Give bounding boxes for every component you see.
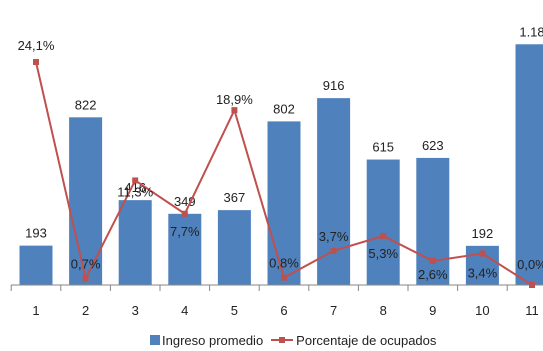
line-point-6 — [281, 274, 287, 281]
bar-series-ingreso-promedio — [19, 44, 543, 285]
line-point-2 — [82, 275, 89, 282]
line-point-9 — [429, 257, 436, 264]
legend-label-porcentaje-de-ocupados: Porcentaje de ocupados — [296, 332, 437, 348]
bar-1 — [19, 245, 53, 285]
legend-swatch-line — [271, 335, 294, 345]
legend-item-porcentaje-de-ocupados: Porcentaje de ocupados — [271, 333, 436, 348]
line-label-3: 11,3% — [117, 184, 153, 199]
legend-swatch-bar — [150, 335, 160, 345]
x-tick-label-8: 8 — [380, 303, 387, 318]
x-tick-label-4: 4 — [181, 303, 188, 318]
line-label-11: 0,0% — [517, 257, 543, 272]
line-label-5: 18,9% — [216, 92, 253, 107]
x-tick-label-6: 6 — [280, 303, 287, 318]
bar-label-2: 822 — [75, 97, 97, 112]
line-point-7 — [330, 247, 337, 254]
bar-label-9: 623 — [422, 138, 444, 153]
line-label-4: 7,7% — [170, 224, 200, 239]
legend-label-ingreso-promedio: Ingreso promedio — [162, 332, 264, 348]
x-axis-ticks — [10, 285, 508, 291]
x-tick-label-1: 1 — [32, 303, 39, 318]
line-point-8 — [380, 232, 387, 239]
bar-8 — [366, 159, 400, 285]
line-label-9: 2,6% — [418, 267, 448, 282]
bar-label-5: 367 — [224, 190, 246, 205]
line-value-labels: 24,1% 0,7% 11,3% 7,7% 18,9% 0,8% 3,7% 5,3% 2,6% 3… — [18, 38, 543, 282]
bar-label-4: 349 — [174, 194, 196, 209]
bar-label-11: 1.18 — [519, 24, 543, 39]
x-tick-label-5: 5 — [231, 303, 238, 318]
x-axis-tick-labels: 1 2 3 4 5 6 7 8 9 10 11 — [32, 303, 538, 318]
legend-item-ingreso-promedio: Ingreso promedio — [150, 333, 263, 348]
x-tick-label-11: 11 — [525, 303, 539, 318]
line-label-8: 5,3% — [368, 246, 398, 261]
bar-label-1: 193 — [25, 226, 47, 241]
line-point-3 — [132, 177, 139, 184]
line-point-5 — [231, 107, 238, 114]
x-tick-label-7: 7 — [330, 303, 337, 318]
line-point-4 — [181, 210, 188, 217]
line-point-11 — [529, 282, 535, 288]
legend: Ingreso promedio Porcentaje de ocupados — [150, 332, 444, 348]
x-tick-label-9: 9 — [429, 303, 436, 318]
bar-label-8: 615 — [372, 140, 394, 155]
line-label-1: 24,1% — [18, 38, 55, 53]
line-label-10: 3,4% — [468, 266, 498, 281]
x-tick-label-2: 2 — [82, 303, 89, 318]
bar-9 — [416, 157, 450, 285]
x-tick-label-10: 10 — [475, 303, 489, 318]
line-label-7: 3,7% — [319, 229, 349, 244]
bar-5 — [217, 210, 251, 285]
bar-label-10: 192 — [472, 226, 494, 241]
bar-label-7: 916 — [323, 78, 345, 93]
x-tick-label-3: 3 — [132, 303, 139, 318]
bar-label-6: 802 — [273, 101, 295, 116]
line-point-10 — [479, 250, 486, 257]
bar-3 — [118, 200, 152, 285]
line-markers — [33, 59, 535, 288]
bar-6 — [267, 121, 301, 285]
bar-11 — [515, 44, 543, 285]
bar-7 — [317, 98, 351, 285]
line-label-2: 0,7% — [71, 257, 101, 272]
line-label-6: 0,8% — [269, 256, 299, 271]
bar-4 — [168, 213, 202, 285]
line-point-1 — [33, 59, 39, 66]
